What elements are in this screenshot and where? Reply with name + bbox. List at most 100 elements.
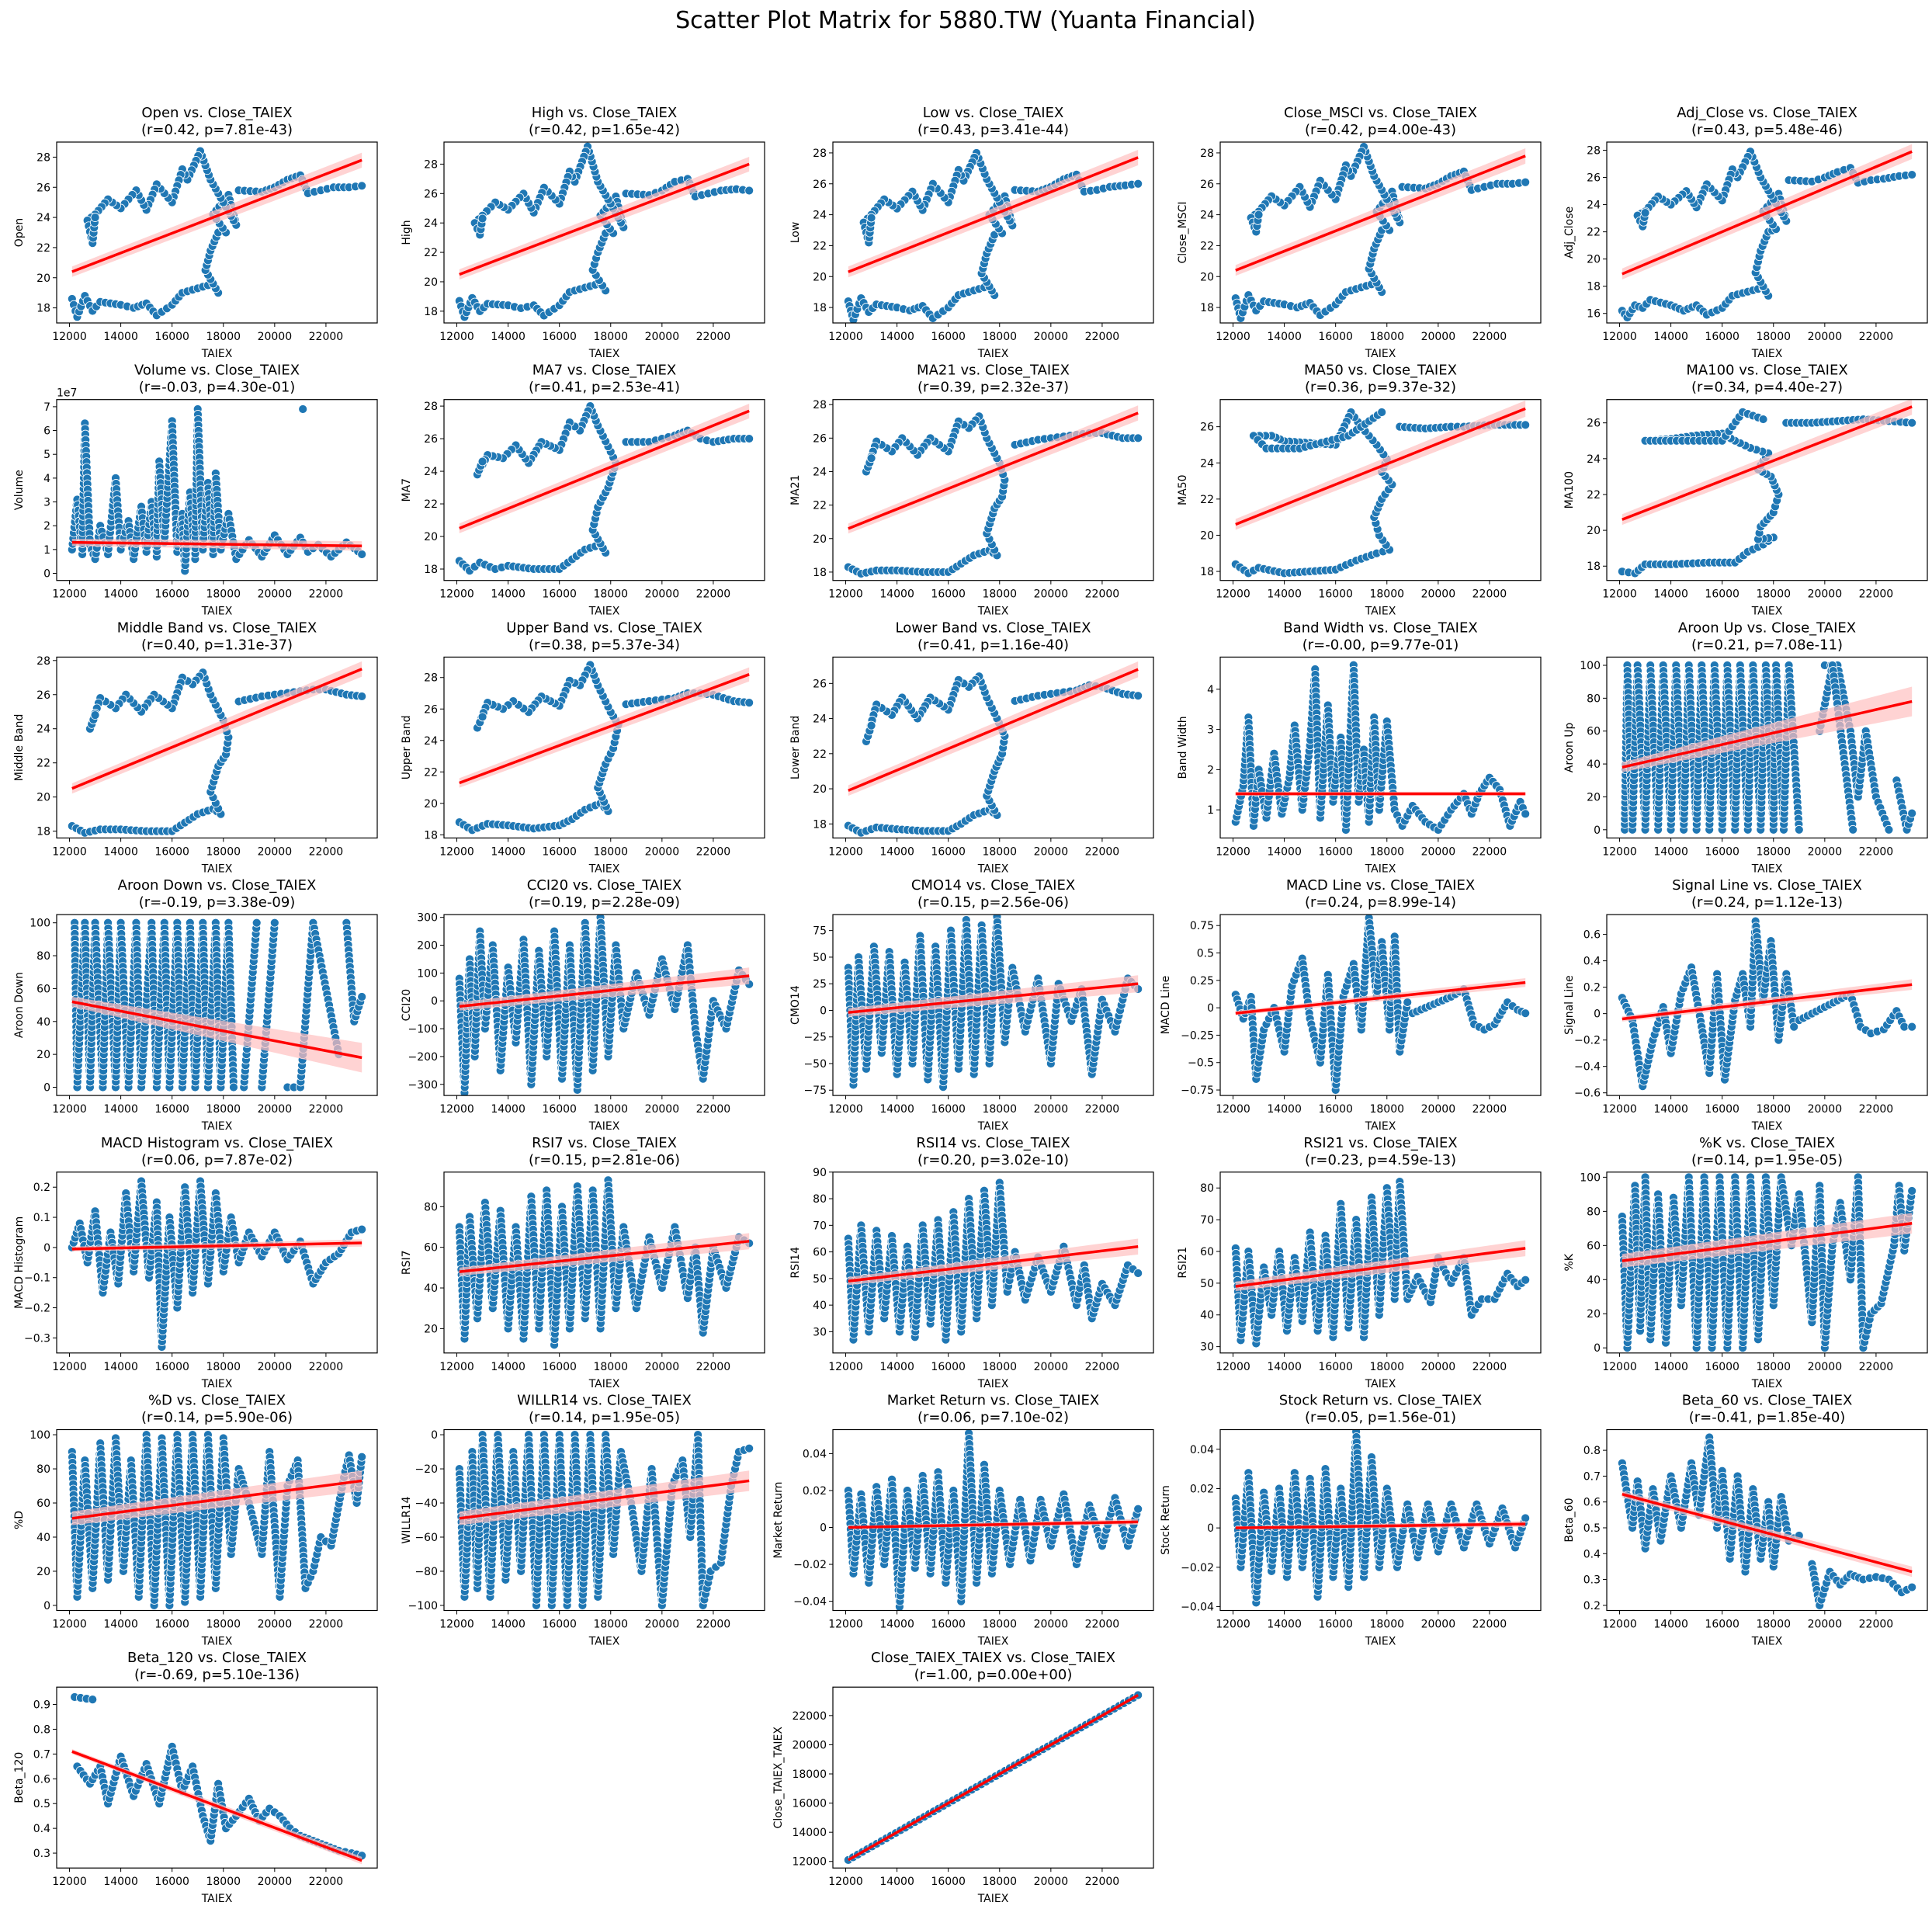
x-tick-label: 16000 [154,331,189,343]
y-tick-label: 20 [424,531,438,543]
y-tick-label: 0 [43,568,50,581]
x-tick-label: 12000 [1602,331,1637,343]
subplot-1: Open vs. Close_TAIEX(r=0.42, p=7.81e-43)… [13,105,377,360]
subplot-title: Adj_Close vs. Close_TAIEX [1677,105,1857,121]
regression-line [72,160,362,272]
y-tick-label: 4 [1207,684,1214,696]
x-tick-label: 22000 [696,588,731,601]
data-point [1378,408,1386,417]
x-tick-label: 14000 [103,845,138,858]
y-tick-label: 26 [1587,418,1601,430]
y-tick-label: 20 [36,792,50,804]
y-tick-label: 20 [424,276,438,289]
points-layer [68,147,366,321]
x-tick-label: 14000 [879,845,914,858]
y-tick-label: 22 [1587,489,1601,502]
y-tick-label: 22 [36,758,50,770]
x-tick-label: 20000 [258,588,293,601]
points-layer [68,404,366,574]
x-axis-label: TAIEX [1751,606,1783,618]
y-tick-label: 24 [813,713,827,726]
data-point [1134,434,1143,443]
y-tick-label: 80 [1587,692,1601,705]
y-tick-label: 5 [43,449,50,461]
y-tick-label: 100 [29,918,50,930]
data-point [91,213,99,222]
y-tick-label: 18 [424,564,438,576]
points-layer [1231,142,1529,322]
y-tick-label: 16 [1587,308,1601,321]
y-tick-label: 20 [813,533,827,546]
data-point [478,457,487,466]
y-tick-label: 28 [424,672,438,685]
y-tick-label: 18 [36,303,50,315]
data-point [867,213,876,222]
x-tick-label: 22000 [696,845,731,858]
x-tick-label: 22000 [309,588,344,601]
y-tick-label: 20 [1587,525,1601,537]
subplot-title: MA21 vs. Close_TAIEX [917,363,1070,379]
y-tick-label: 26 [813,179,827,191]
y-axis-label: Close_MSCI [1177,201,1189,263]
y-tick-label: 18 [1587,561,1601,573]
y-axis-label: High [401,220,413,245]
data-point [745,186,754,195]
subplot-10: MA100 vs. Close_TAIEX(r=0.34, p=4.40e-27… [1563,363,1927,618]
y-tick-label: 20 [36,272,50,285]
subplot-8: MA21 vs. Close_TAIEX(r=0.39, p=2.32e-37)… [789,363,1153,618]
data-point [1254,210,1263,219]
subplot-title: Close_MSCI vs. Close_TAIEX [1284,105,1477,121]
subplot-title: Low vs. Close_TAIEX [923,105,1064,121]
subplot-stats: (r=0.43, p=5.48e-46) [1691,122,1843,138]
y-tick-label: 26 [813,432,827,445]
subplot-5: Adj_Close vs. Close_TAIEX(r=0.43, p=5.48… [1563,105,1927,360]
y-tick-label: 18 [1587,281,1601,293]
subplot-16: Aroon Down vs. Close_TAIEX(r=-0.19, p=3.… [13,877,377,1133]
subplot-title: Upper Band vs. Close_TAIEX [506,620,702,636]
x-tick-label: 12000 [1216,845,1250,858]
x-tick-label: 22000 [1085,845,1120,858]
data-point [1759,415,1767,424]
subplot-stats: (r=0.34, p=4.40e-27) [1691,380,1843,396]
subplot-title: Middle Band vs. Close_TAIEX [117,620,317,636]
data-point [229,1083,238,1092]
points-layer [844,148,1142,324]
x-tick-label: 18000 [206,588,241,601]
data-point [358,550,366,558]
subplot-stats: (r=0.41, p=2.53e-41) [529,380,680,396]
x-axis-label: TAIEX [201,1120,233,1133]
y-tick-label: 80 [36,950,50,963]
y-tick-label: 60 [1587,726,1601,738]
y-tick-label: 40 [36,1016,50,1029]
y-tick-label: 6 [43,425,50,438]
x-tick-label: 22000 [1472,588,1507,601]
figure-title: Scatter Plot Matrix for 5880.TW (Yuanta … [675,7,1256,34]
y-tick-label: 24 [813,466,827,478]
x-tick-label: 18000 [206,1103,241,1116]
y-tick-label: 24 [1200,457,1214,470]
y-axis-label: Lower Band [789,716,802,779]
points-layer [455,142,753,321]
subplot-11: Middle Band vs. Close_TAIEX(r=0.40, p=1.… [13,620,377,875]
x-tick-label: 14000 [879,588,914,601]
y-tick-label: 20 [424,798,438,810]
y-tick-label: 18 [1200,302,1214,314]
x-axis-label: TAIEX [201,348,233,360]
y-tick-label: 22 [813,500,827,512]
y-tick-label: 18 [813,302,827,314]
x-tick-label: 16000 [1705,331,1739,343]
x-tick-label: 14000 [103,588,138,601]
x-tick-label: 20000 [1421,845,1456,858]
data-point [1908,418,1916,427]
y-tick-label: 3 [1207,724,1214,737]
subplot-title: Band Width vs. Close_TAIEX [1283,620,1477,636]
subplot-stats: (r=0.41, p=1.16e-40) [917,637,1069,653]
y-tick-label: 24 [1200,210,1214,222]
x-tick-label: 18000 [1756,588,1791,601]
y-tick-label: 0 [43,1082,50,1095]
x-tick-label: 12000 [52,845,87,858]
subplot-stats: (r=0.39, p=2.32e-37) [917,380,1069,396]
x-tick-label: 18000 [1369,331,1404,343]
subplot-title: Volume vs. Close_TAIEX [134,363,300,379]
